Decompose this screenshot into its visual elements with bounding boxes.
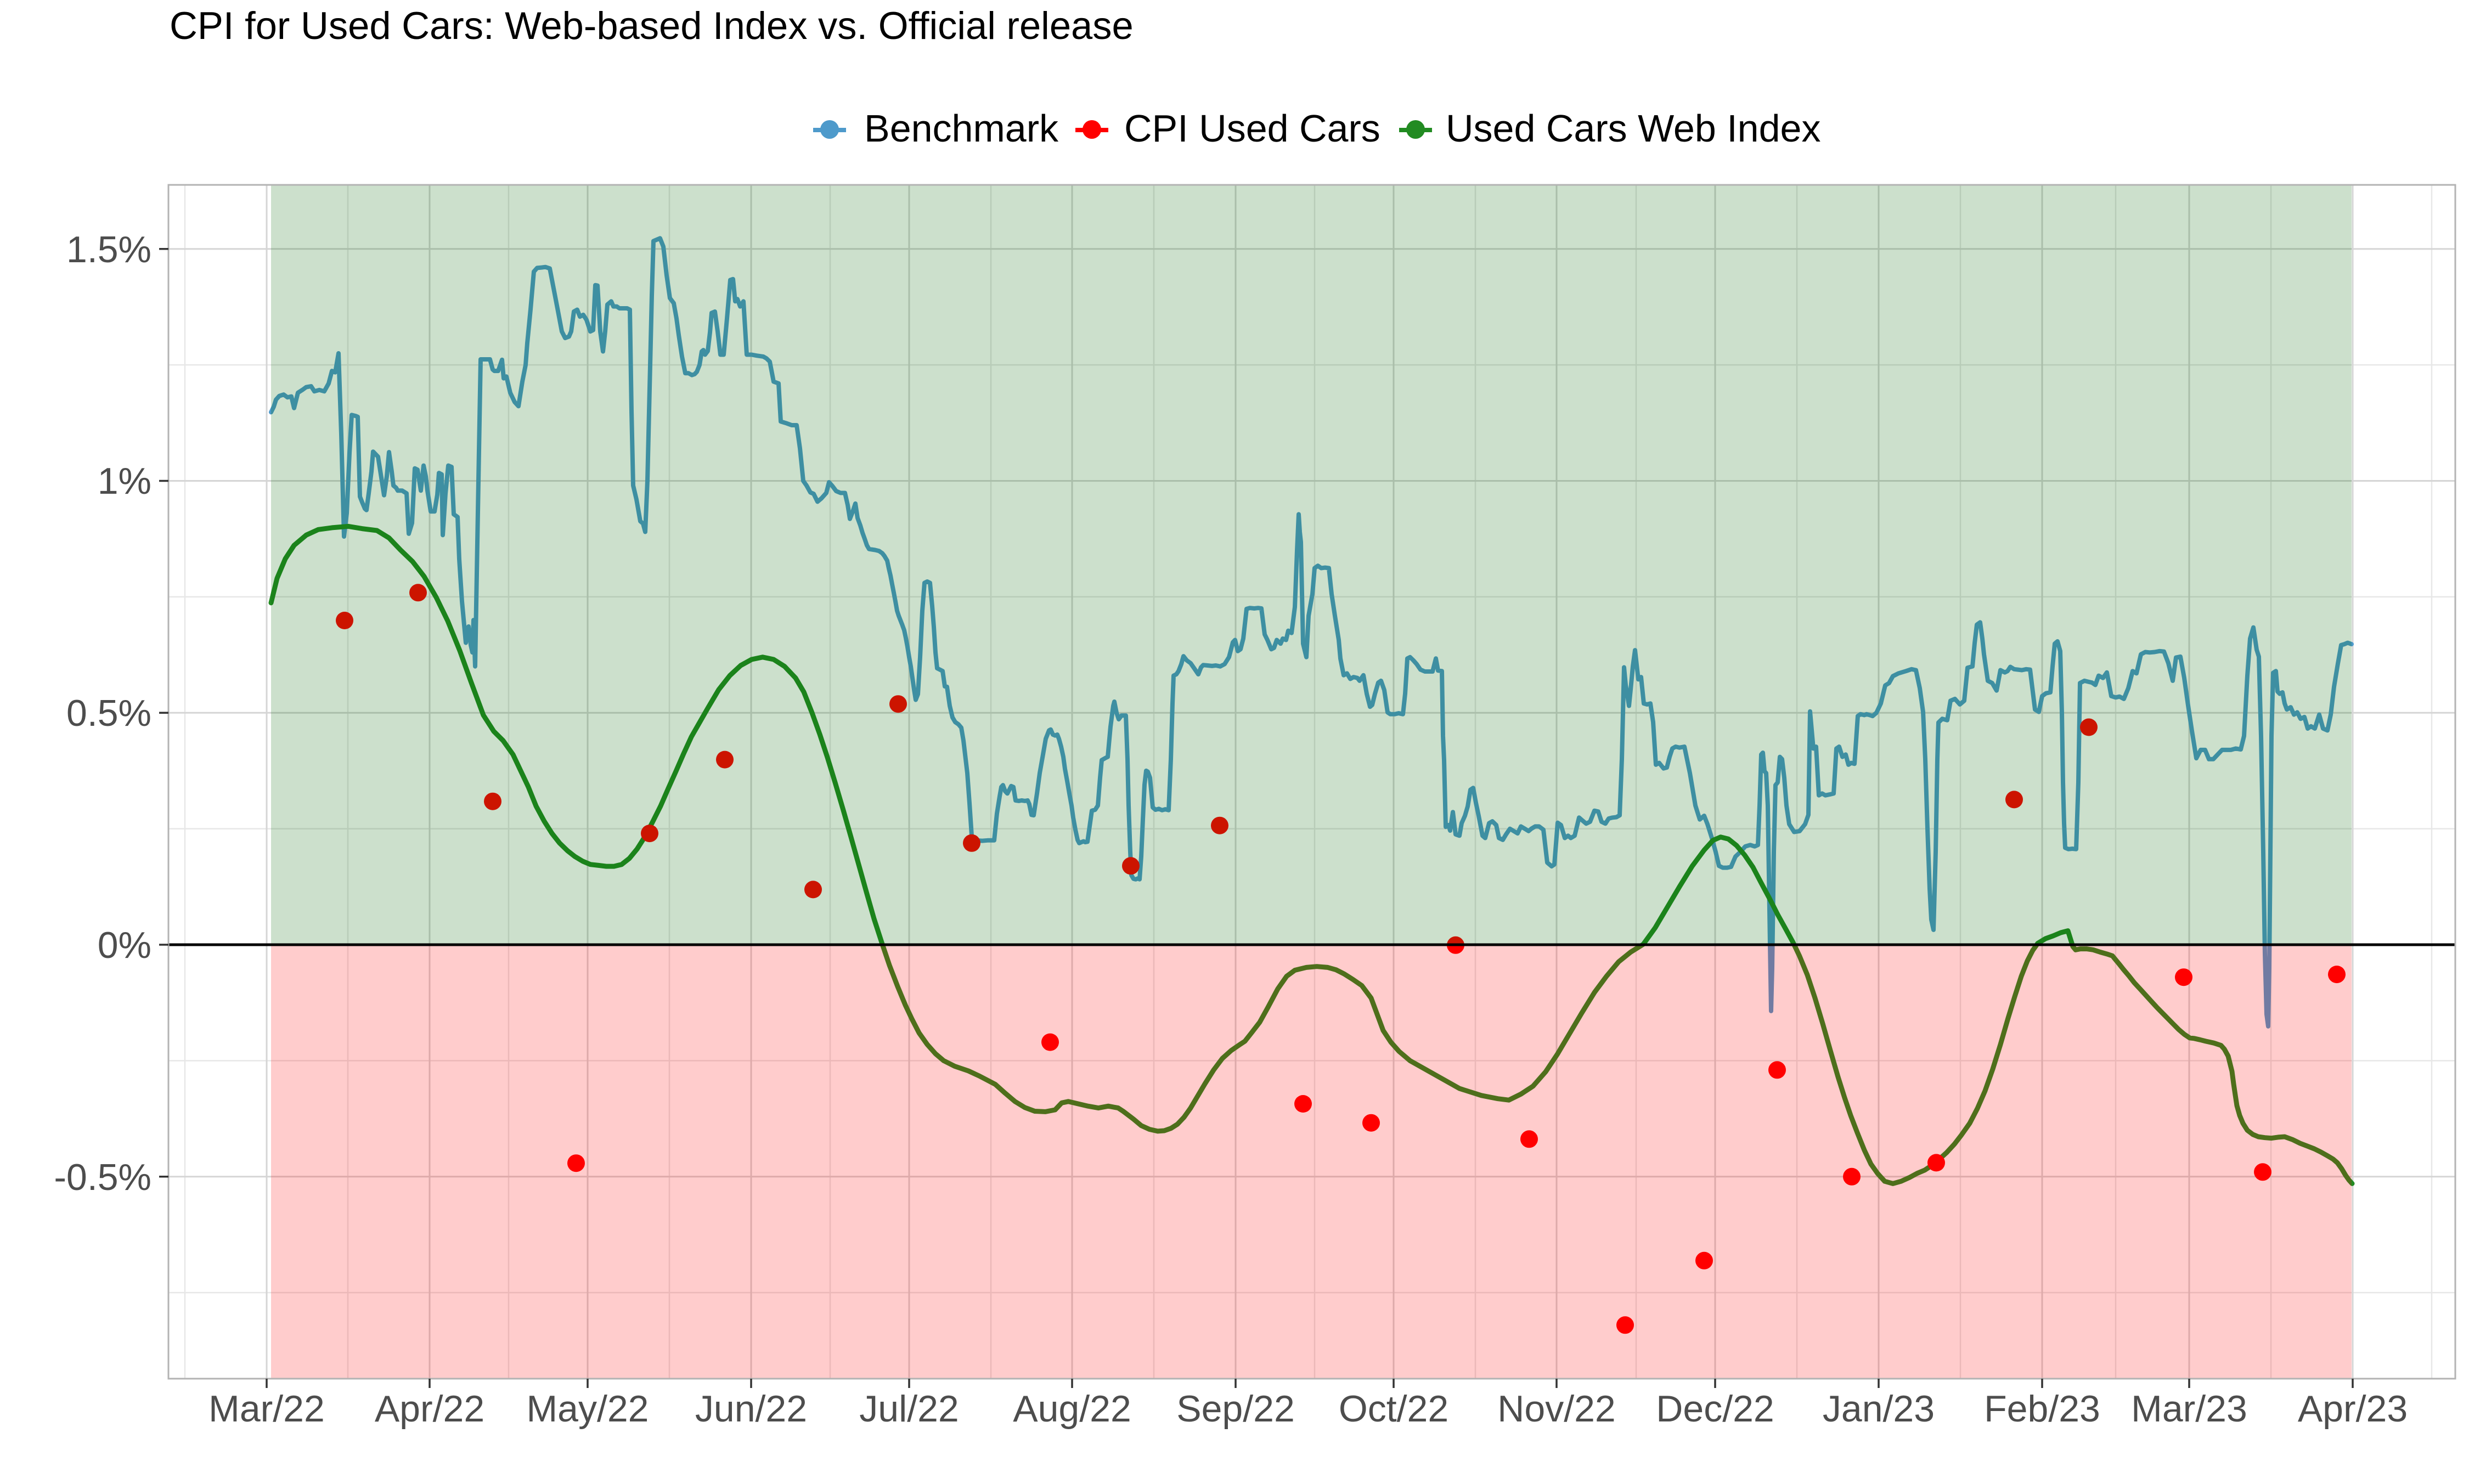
svg-text:Oct/22: Oct/22 [1339, 1388, 1448, 1430]
svg-text:Jun/22: Jun/22 [695, 1388, 807, 1430]
svg-text:Dec/22: Dec/22 [1656, 1388, 1774, 1430]
svg-text:CPI Used Cars: CPI Used Cars [1124, 107, 1380, 150]
svg-text:Jan/23: Jan/23 [1823, 1388, 1935, 1430]
svg-text:Used Cars Web Index: Used Cars Web Index [1446, 107, 1820, 150]
svg-text:0.5%: 0.5% [66, 692, 151, 734]
svg-text:1.5%: 1.5% [66, 229, 151, 270]
svg-text:CPI for Used Cars: Web-based I: CPI for Used Cars: Web-based Index vs. O… [170, 4, 1134, 47]
svg-text:May/22: May/22 [527, 1388, 649, 1430]
svg-text:Apr/23: Apr/23 [2298, 1388, 2408, 1430]
svg-text:Jul/22: Jul/22 [859, 1388, 959, 1430]
svg-text:0%: 0% [98, 924, 151, 966]
svg-text:Sep/22: Sep/22 [1176, 1388, 1295, 1430]
svg-text:1%: 1% [98, 460, 151, 502]
svg-text:-0.5%: -0.5% [54, 1156, 151, 1198]
svg-text:Benchmark: Benchmark [864, 107, 1059, 150]
svg-text:Mar/22: Mar/22 [208, 1388, 325, 1430]
svg-text:Aug/22: Aug/22 [1013, 1388, 1131, 1430]
svg-text:Feb/23: Feb/23 [1984, 1388, 2100, 1430]
svg-text:Nov/22: Nov/22 [1497, 1388, 1615, 1430]
svg-text:Mar/23: Mar/23 [2131, 1388, 2247, 1430]
svg-text:Apr/22: Apr/22 [375, 1388, 484, 1430]
